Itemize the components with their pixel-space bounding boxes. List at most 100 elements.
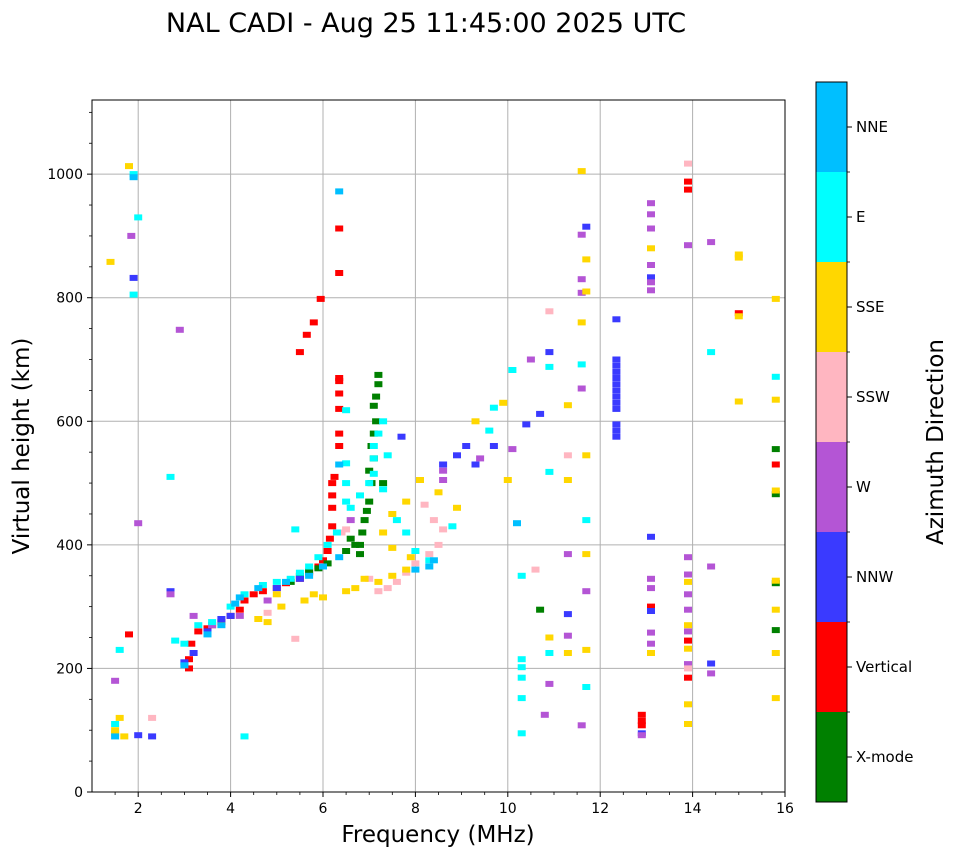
data-point [323,548,332,554]
data-point [771,373,780,380]
data-point [129,291,138,298]
data-point [346,535,355,542]
data-point [612,405,621,412]
data-point [335,270,344,276]
data-point [612,421,621,428]
data-point [545,349,554,356]
data-point [612,316,621,323]
data-point [358,529,367,536]
data-point [434,541,443,548]
data-point [684,186,692,193]
colorbar-entry-label: SSW [856,388,890,406]
data-point [115,646,124,653]
data-point [374,588,383,595]
data-point [577,319,586,326]
x-axis-label: Frequency (MHz) [341,822,534,848]
data-point [513,520,521,527]
series-e [111,171,780,740]
data-point [330,473,339,480]
data-point [332,529,341,536]
data-point [448,523,457,530]
data-point [217,616,226,622]
data-point [684,178,692,185]
colorbar-entry-label: W [856,478,871,496]
data-point [295,569,304,576]
data-point [707,670,716,677]
data-point [226,612,235,619]
data-point [314,565,323,572]
data-point [189,612,198,619]
data-point [637,711,646,718]
series-ssw [148,160,692,721]
data-point [612,427,621,434]
data-point [771,461,780,468]
data-point [319,594,327,601]
data-point [684,665,692,672]
data-point [134,520,143,527]
data-point [295,349,304,356]
data-point [392,578,401,585]
data-point [684,721,692,727]
data-point [420,501,429,508]
data-point [647,533,655,540]
colorbar-swatch [816,442,847,532]
data-point [577,385,586,392]
data-point [522,421,531,428]
data-point [647,200,655,207]
data-point [335,390,344,397]
data-point [647,211,655,218]
data-point [545,650,554,656]
data-point [508,367,517,373]
data-point [392,517,401,524]
data-point [582,517,591,524]
data-point [526,356,535,363]
data-point [194,628,203,635]
data-point [612,387,621,394]
y-tick-label: 800 [56,291,83,307]
data-point [356,541,364,548]
data-point [771,491,780,498]
data-point [707,660,716,667]
data-point [425,557,434,564]
y-tick-label: 0 [74,785,83,801]
data-point [771,577,780,584]
data-point [577,168,586,175]
data-point [637,717,646,724]
data-point [208,622,217,629]
data-point [612,368,621,375]
data-point [536,410,545,417]
data-point [249,591,258,598]
data-point [647,287,655,294]
data-point [254,616,263,622]
data-point [612,356,621,363]
data-point [300,597,309,604]
series-nne [111,174,521,740]
data-point [240,733,249,740]
data-point [647,629,655,636]
data-point [647,575,655,582]
data-point [612,375,621,381]
data-point [563,611,572,618]
data-point [335,225,344,232]
data-point [342,407,351,414]
data-point [374,371,383,378]
data-point [684,661,692,668]
data-point [203,631,212,638]
data-point [272,591,281,598]
data-point [577,361,586,368]
data-point [383,585,392,592]
x-axis: 2 4 6 8 10 12 14 16 [114,792,794,817]
x-tick-label: 14 [684,801,702,817]
data-point [439,461,448,468]
data-point [235,612,244,619]
y-tick-label: 1000 [47,167,83,183]
data-point [647,585,655,592]
data-point [577,289,586,296]
data-point [647,262,655,268]
data-point [171,637,180,644]
x-tick-label: 6 [319,801,328,817]
data-point [582,551,591,558]
colorbar-frame [815,81,848,803]
data-point [684,674,692,681]
data-point [425,563,434,570]
